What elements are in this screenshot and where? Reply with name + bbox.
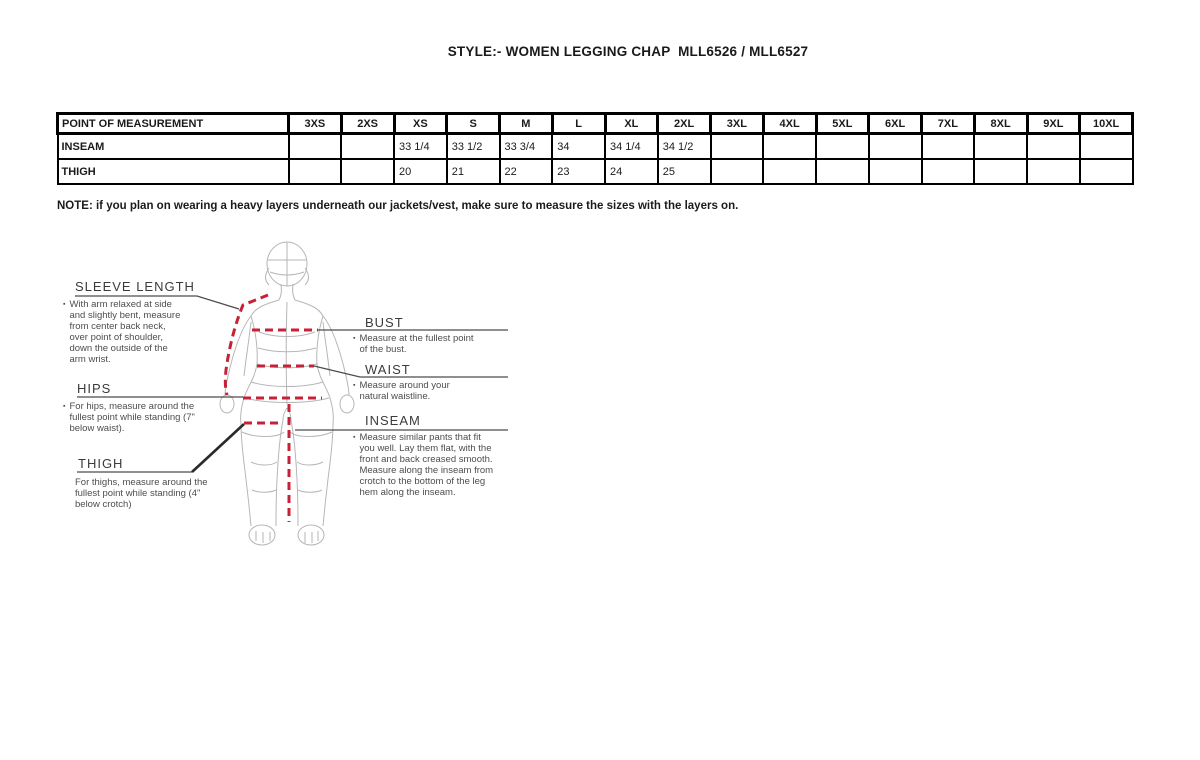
- waist-description: ▪ Measure around your natural waistline.: [353, 380, 481, 402]
- value-cell: [1026, 132, 1081, 160]
- value-cell: 25: [656, 158, 712, 185]
- measurement-diagram: SLEEVE LENGTH ▪ With arm relaxed at side…: [55, 232, 525, 572]
- note-text: NOTE: if you plan on wearing a heavy lay…: [57, 200, 739, 212]
- header-size-9xl: 9XL: [1025, 112, 1082, 135]
- value-cell: [340, 132, 395, 160]
- bullet-icon: ▪: [353, 335, 356, 342]
- value-cell: 33 1/4: [393, 132, 448, 160]
- header-size-2xl: 2XL: [656, 112, 712, 135]
- bullet-icon: ▪: [353, 382, 356, 389]
- bust-heading: BUST: [365, 315, 404, 330]
- header-size-s: S: [445, 112, 501, 135]
- page-title: STYLE:- WOMEN LEGGING CHAP MLL6526 / MLL…: [447, 44, 809, 59]
- value-cell: 24: [604, 158, 659, 185]
- header-size-5xl: 5XL: [814, 112, 871, 135]
- value-cell: [1026, 158, 1081, 185]
- hips-heading: HIPS: [77, 381, 112, 396]
- bust-description-text: Measure at the fullest point of the bust…: [359, 333, 474, 355]
- sleeve-length-heading: SLEEVE LENGTH: [75, 279, 195, 294]
- hips-description-text: For hips, measure around the fullest poi…: [69, 401, 195, 434]
- header-size-7xl: 7XL: [920, 112, 976, 135]
- mannequin-figure: [75, 241, 508, 546]
- thigh-description: For thighs, measure around the fullest p…: [75, 477, 227, 510]
- value-cell: [973, 132, 1028, 160]
- waist-heading: WAIST: [365, 362, 411, 377]
- value-cell: 20: [393, 158, 448, 185]
- waist-description-text: Measure around your natural waistline.: [359, 380, 450, 402]
- thigh-description-text: For thighs, measure around the fullest p…: [75, 477, 208, 510]
- value-cell: [867, 132, 923, 160]
- header-size-l: L: [550, 112, 607, 135]
- inseam-heading: INSEAM: [365, 413, 421, 428]
- thigh-heading: THIGH: [78, 456, 124, 471]
- value-cell: [920, 132, 976, 160]
- value-cell: [920, 158, 976, 185]
- value-cell: 23: [551, 158, 606, 185]
- header-size-xl: XL: [603, 112, 660, 135]
- value-cell: [762, 158, 817, 185]
- bullet-icon: ▪: [353, 434, 356, 441]
- header-size-8xl: 8XL: [972, 112, 1029, 135]
- value-cell: 21: [445, 158, 501, 185]
- value-cell: [1078, 158, 1134, 185]
- header-size-6xl: 6XL: [867, 112, 923, 135]
- value-cell: 33 3/4: [498, 132, 554, 160]
- header-size-xs: XS: [392, 112, 449, 135]
- value-cell: [709, 132, 765, 160]
- bullet-icon: ▪: [63, 403, 66, 410]
- sleeve-length-description-text: With arm relaxed at side and slightly be…: [69, 299, 181, 365]
- value-cell: 34 1/2: [656, 132, 712, 160]
- value-cell: [815, 132, 870, 160]
- value-cell: [973, 158, 1028, 185]
- value-cell: [1078, 132, 1134, 160]
- size-chart-table: POINT OF MEASUREMENT 3XS 2XS XS S M L XL 2XL 3XL 4…: [56, 112, 1134, 185]
- header-size-10xl: 10XL: [1078, 112, 1134, 135]
- table-row-inseam: INSEAM 33 1/4 33 1/2 33 3/4 34 34 1/4 34 1/2: [56, 132, 1134, 160]
- row-label: THIGH: [56, 158, 290, 185]
- value-cell: [762, 132, 817, 160]
- value-cell: [709, 158, 765, 185]
- value-cell: 34 1/4: [604, 132, 659, 160]
- value-cell: [340, 158, 395, 185]
- value-cell: [287, 158, 343, 185]
- value-cell: [867, 158, 923, 185]
- hips-description: ▪ For hips, measure around the fullest p…: [63, 401, 195, 434]
- inseam-description: ▪ Measure similar pants that fit you wel…: [353, 432, 495, 498]
- value-cell: [287, 132, 343, 160]
- value-cell: [815, 158, 870, 185]
- inseam-description-text: Measure similar pants that fit you well.…: [359, 432, 494, 498]
- sleeve-length-description: ▪ With arm relaxed at side and slightly …: [63, 299, 181, 365]
- bullet-icon: ▪: [63, 301, 66, 308]
- table-header-row: POINT OF MEASUREMENT 3XS 2XS XS S M L XL 2XL 3XL 4…: [56, 112, 1134, 135]
- bust-description: ▪ Measure at the fullest point of the bu…: [353, 333, 483, 355]
- value-cell: 34: [551, 132, 606, 160]
- header-size-4xl: 4XL: [761, 112, 818, 135]
- value-cell: 22: [498, 158, 554, 185]
- value-cell: 33 1/2: [445, 132, 501, 160]
- header-size-2xs: 2XS: [339, 112, 396, 135]
- header-point-of-measurement: POINT OF MEASUREMENT: [56, 112, 290, 135]
- header-size-3xs: 3XS: [287, 112, 343, 135]
- row-label: INSEAM: [56, 132, 290, 160]
- table-row-thigh: THIGH 20 21 22 23 24 25: [56, 158, 1134, 185]
- header-size-m: M: [498, 112, 554, 135]
- header-size-3xl: 3XL: [709, 112, 765, 135]
